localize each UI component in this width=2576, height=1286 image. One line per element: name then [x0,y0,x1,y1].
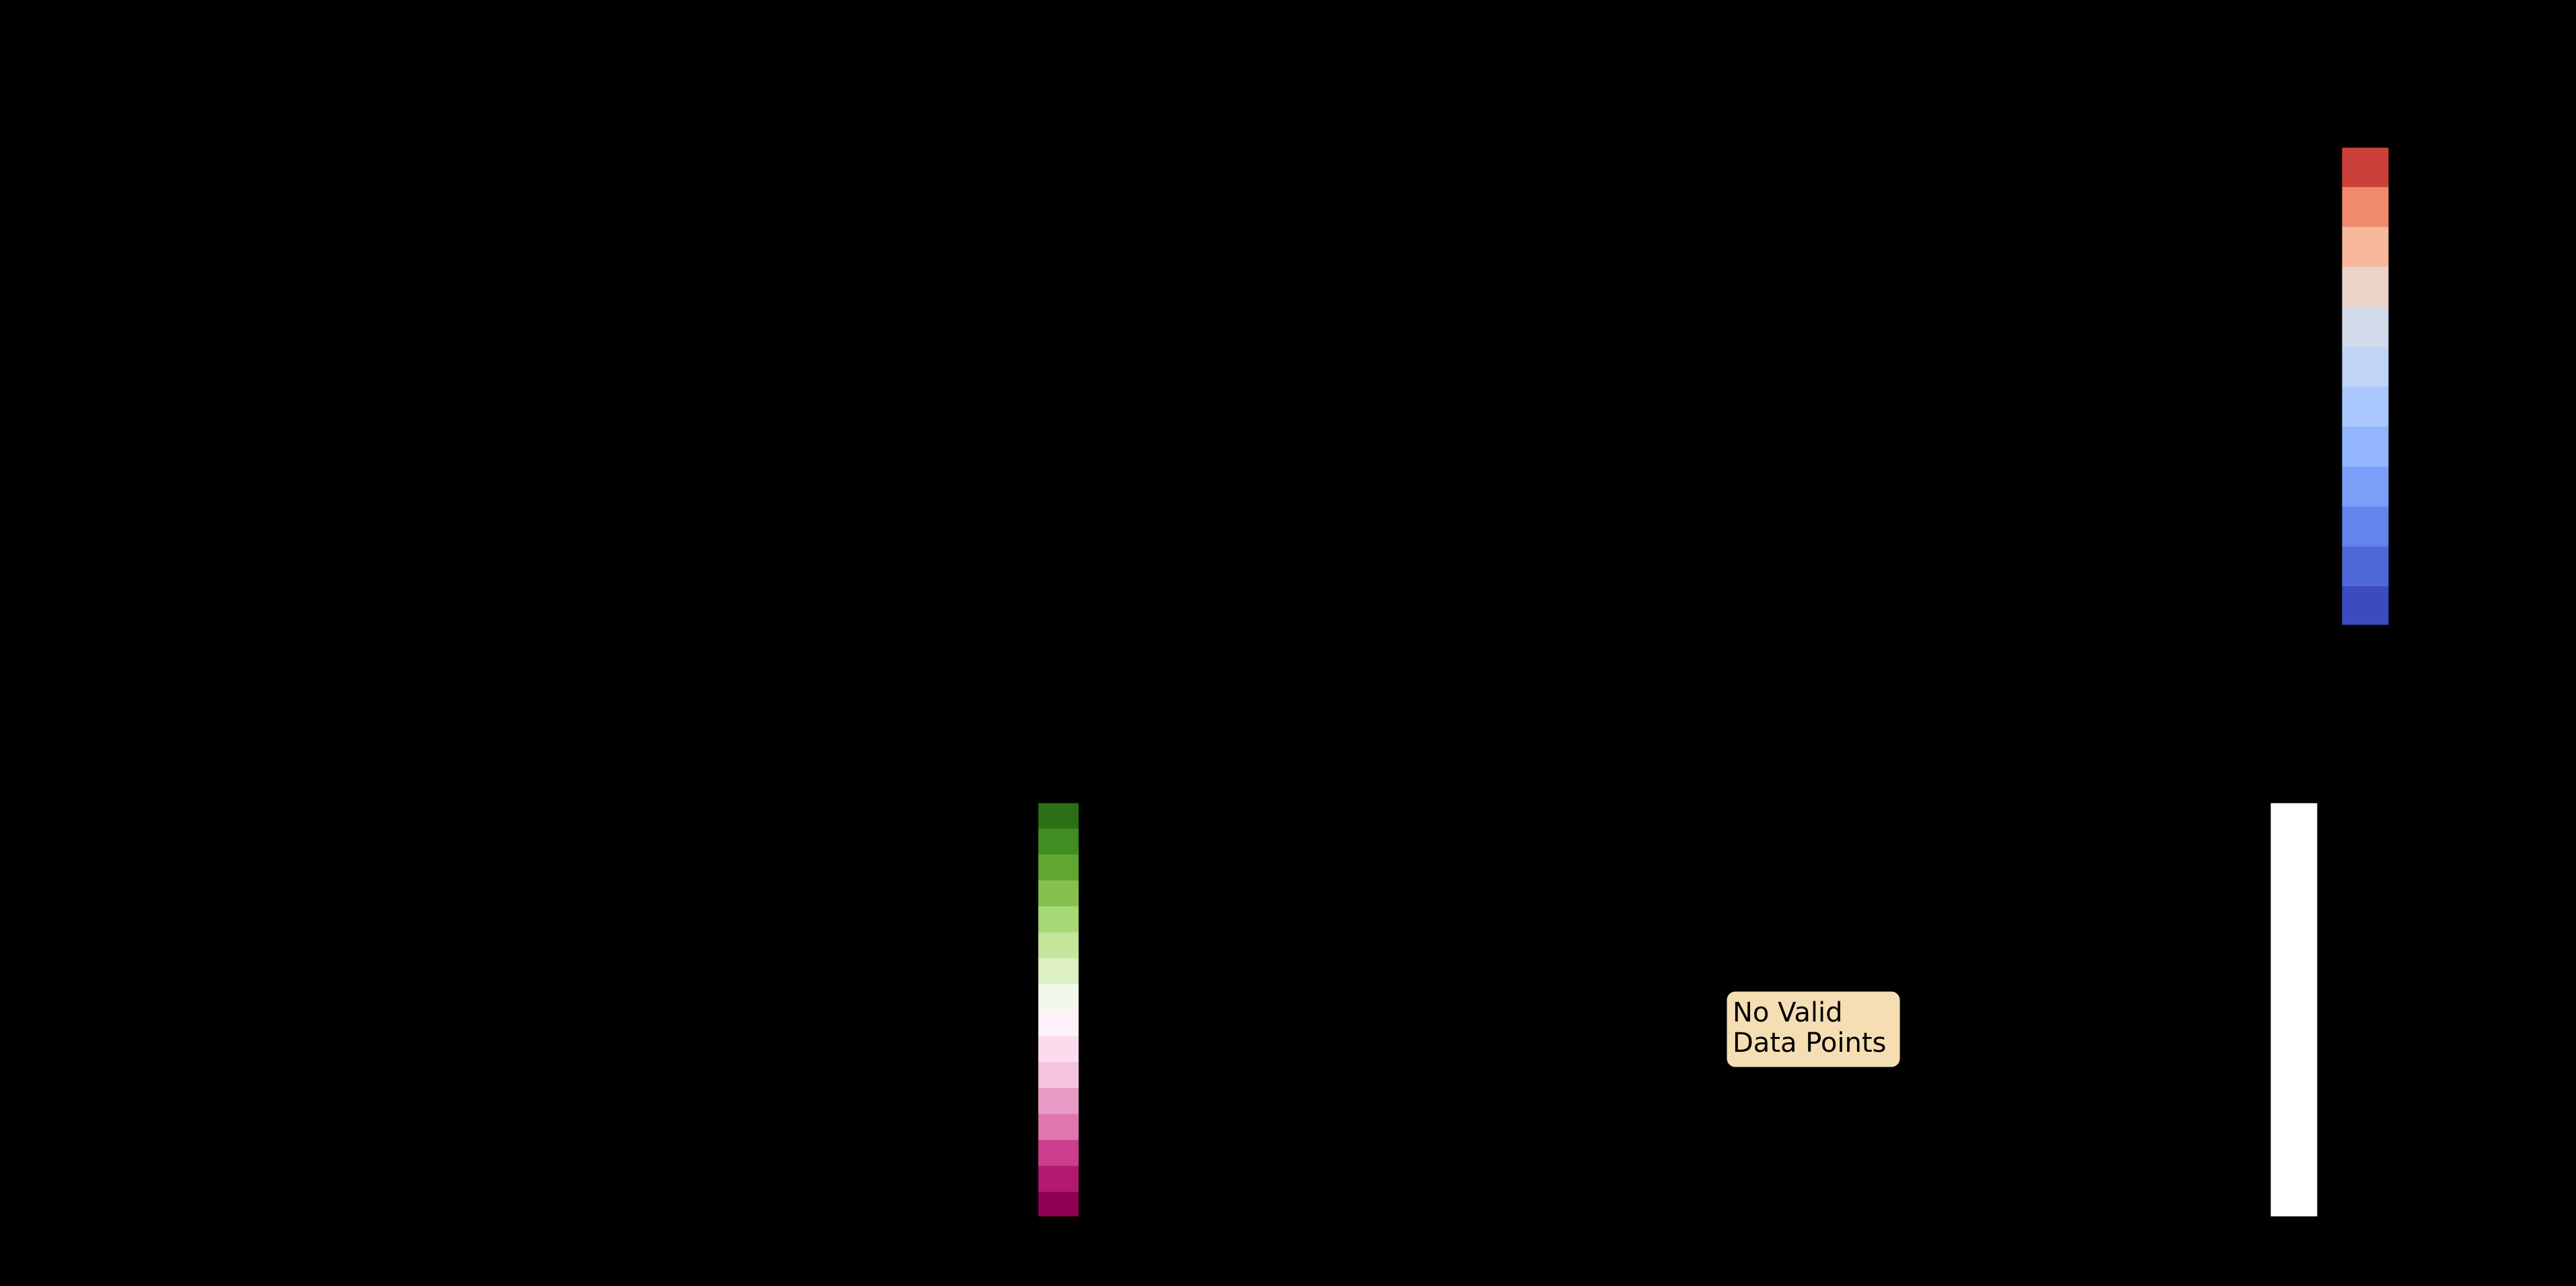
colorbar-tick-label: 0.4 [2333,891,2373,921]
stat-mean: Mean: -0.00 [2099,708,2228,734]
lat-tick-label: 60N [1333,857,1385,886]
colorbar-units-label: gC m⁻² d⁻¹ [2531,317,2561,456]
panel-years: years: 1850-2023 [101,108,291,133]
lat-tick-label: 30N [1333,926,1385,956]
colorbar-tick-label: −6 [1094,1050,1132,1080]
panel-label: Baseline: ctsm5.4_118_HIST [1334,81,1650,106]
panel-label: Test − Baseline [1398,764,1584,789]
lon-tick-label: 60W [1646,1233,1704,1262]
colorbar-units-label: gC m⁻² d⁻¹ [2403,940,2433,1079]
colorbar-tick-label: −0.8 [2333,1203,2395,1232]
colorbar-tick-label: −0.2 [2333,1047,2395,1077]
stat-min: Min: nan [2135,762,2228,787]
colorbar-units-label: gC m⁻² d⁻¹ [1164,940,1194,1079]
stat-max: Max: nan [2129,735,2228,760]
panel-label: Test: ctsm5.4_124_HIST [101,81,363,106]
lon-tick-label: 0 [1805,1233,1821,1262]
colorbar-tick-label: 6 [1094,937,1111,966]
colorbar-tick-label: 1.325 [2404,219,2478,248]
colorbar-tick-label: 20 [1094,881,1127,910]
colorbar-tick-label: 0.005 [2404,306,2478,335]
colorbar-tick-label: 0.8 [2333,787,2373,817]
panel-years: years: 1850-2023 [1334,108,1525,133]
lat-tick-label: 90N [1333,787,1385,817]
lon-tick-label: 60E [1927,1233,1976,1262]
panel-label: Test % Diff Baseline [165,764,405,789]
colorbar-tick-label: 0.0 [2333,995,2373,1025]
no-data-line2: Data Points [1733,1028,1886,1059]
colorbar-pct: 50 20 6 0 −6 −20 −50 gC m⁻² d⁻¹ [1036,801,1194,1219]
lon-tick-label: 120E [2057,1233,2122,1262]
colorbar-tick-label: −0.6 [2333,1151,2395,1180]
rmse-label: RMSE: 0.040 [1743,764,1880,789]
lon-tick-label: 180 [1374,1233,1423,1262]
colorbar-tick-label: 0.2 [2333,943,2373,972]
lat-tick-label: 90S [1336,1203,1385,1232]
colorbar-tick-label: 2.645 [2404,132,2478,162]
no-data-line1: No Valid [1733,997,1843,1028]
lon-tick-label: 120W [1499,1233,1573,1262]
colorbar-tick-label: −1.315 [2404,392,2499,422]
colorbar-tick-label: 0.6 [2333,839,2373,869]
lat-tick-label: 0 [1368,995,1385,1025]
colorbar-tick-label: −20 [1094,1106,1148,1136]
colorbar-diff: 0.8 0.6 0.4 0.2 0.0 −0.2 −0.4 −0.6 −0.8 gC m⁻² d⁻… [2268,787,2433,1232]
colorbar-tick-label: −0.4 [2333,1099,2395,1129]
colorbar-tick-label: 50 [1094,825,1127,855]
colorbar-tick-label: 0 [1094,995,1111,1024]
colorbar-tick-label: −50 [1094,1164,1148,1194]
lat-tick-label: 30S [1336,1064,1385,1094]
colorbar-tick-label: −2.635 [2404,478,2499,508]
lat-tick-label: 60S [1336,1133,1385,1163]
colorbar-tick-label: −3.955 [2404,565,2499,595]
colorbar-main: 2.645 1.325 0.005 −1.315 −2.635 −3.955 gC m⁻² … [2340,132,2561,627]
